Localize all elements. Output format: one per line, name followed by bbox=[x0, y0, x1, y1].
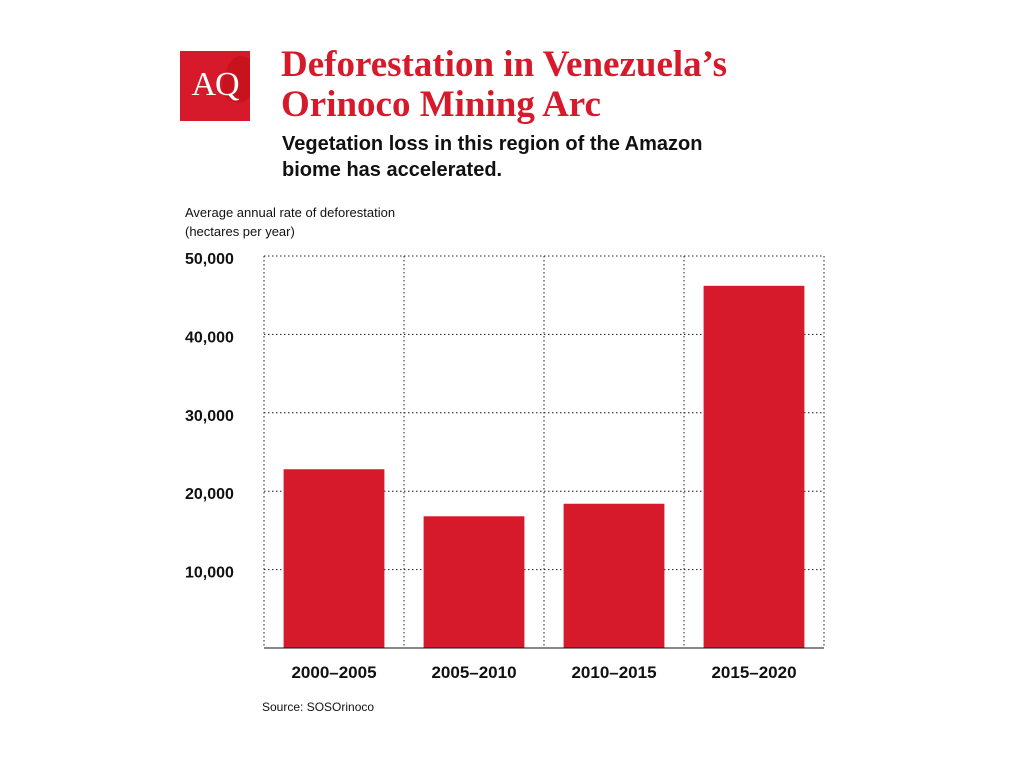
bar-2 bbox=[423, 516, 525, 648]
y-tick-label: 20,000 bbox=[185, 486, 234, 503]
x-tick-label: 2010–2015 bbox=[571, 663, 656, 682]
y-tick-label: 50,000 bbox=[185, 251, 234, 268]
y-tick-label: 30,000 bbox=[185, 408, 234, 425]
y-tick-label: 10,000 bbox=[185, 565, 234, 582]
aq-logo: AQ bbox=[180, 51, 250, 121]
chart-title: Deforestation in Venezuela’s Orinoco Min… bbox=[281, 44, 728, 125]
bar-1 bbox=[283, 469, 385, 648]
y-axis-label: Average annual rate of deforestation (he… bbox=[185, 205, 396, 239]
x-tick-label: 2005–2010 bbox=[431, 663, 516, 682]
logo-text: AQ bbox=[191, 66, 239, 103]
bar-3 bbox=[563, 503, 665, 648]
x-tick-label: 2015–2020 bbox=[711, 663, 796, 682]
x-tick-label: 2000–2005 bbox=[291, 663, 376, 682]
source-note: Source: SOSOrinoco bbox=[262, 700, 375, 714]
bar-4 bbox=[703, 285, 805, 648]
chart-subtitle: Vegetation loss in this region of the Am… bbox=[282, 133, 703, 181]
y-tick-label: 40,000 bbox=[185, 329, 234, 346]
